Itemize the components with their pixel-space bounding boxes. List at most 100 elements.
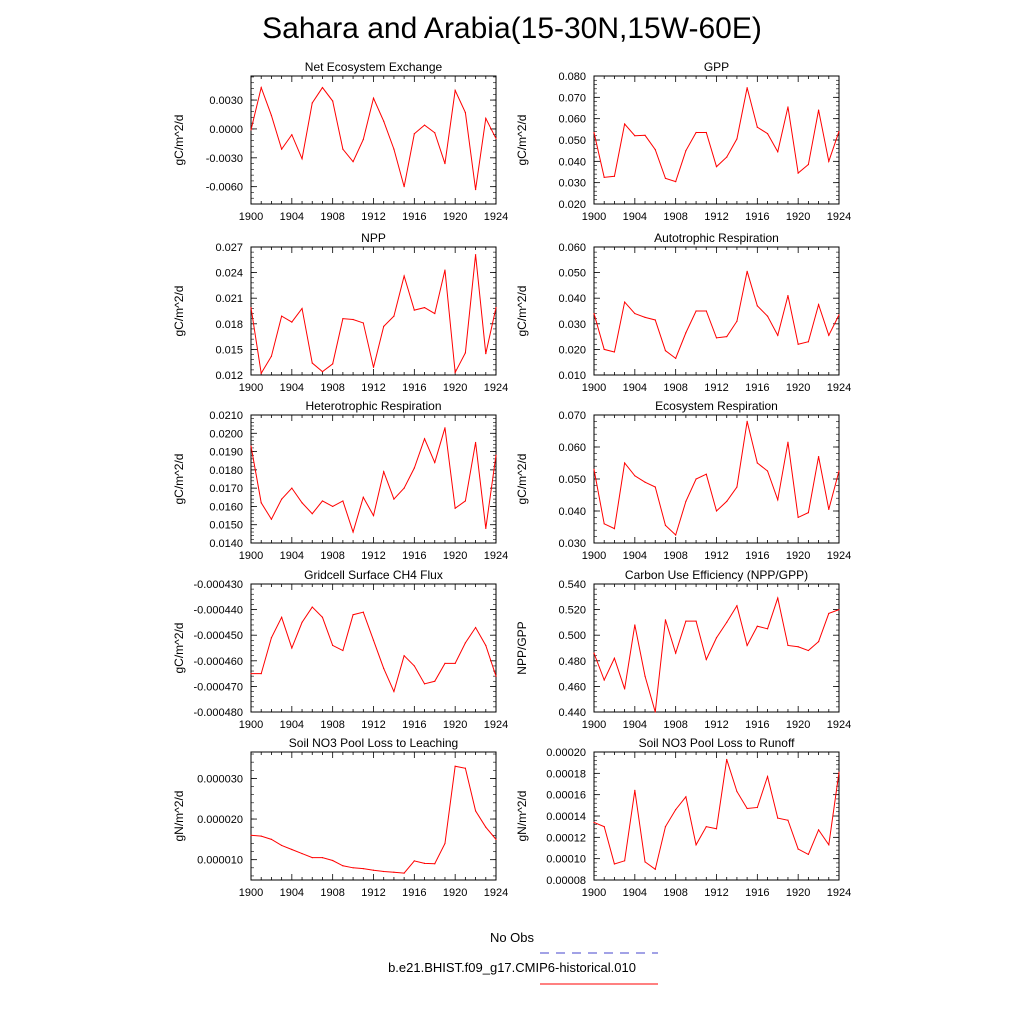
- data-point: [644, 481, 646, 483]
- x-tick-label: 1924: [827, 719, 851, 731]
- data-point: [736, 486, 738, 488]
- data-point: [434, 863, 436, 865]
- data-point: [715, 166, 718, 168]
- data-point: [434, 461, 436, 464]
- x-tick-label: 1904: [623, 211, 647, 223]
- x-tick-label: 1904: [623, 550, 647, 562]
- data-point: [838, 771, 840, 773]
- data-point: [423, 438, 426, 440]
- data-point: [372, 639, 375, 641]
- y-axis-label: gN/m^2/d: [172, 791, 186, 842]
- data-point: [444, 269, 446, 271]
- data-point: [797, 343, 799, 345]
- x-tick-label: 1908: [320, 382, 344, 394]
- data-point: [321, 616, 324, 618]
- y-tick-label: 0.080: [558, 71, 586, 83]
- x-tick-label: 1924: [484, 382, 508, 394]
- legend-line-model: [540, 983, 658, 985]
- data-point: [654, 711, 656, 713]
- y-tick-label: 0.0030: [209, 95, 243, 107]
- x-tick-label: 1924: [827, 211, 851, 223]
- data-point: [634, 475, 636, 477]
- data-point: [413, 133, 415, 135]
- data-point: [746, 644, 748, 647]
- data-point: [593, 652, 595, 654]
- data-point: [675, 181, 677, 183]
- x-tick-label: 1920: [786, 211, 810, 223]
- data-point: [393, 315, 395, 317]
- data-point: [301, 158, 303, 160]
- data-point: [403, 275, 405, 277]
- y-tick-label: 0.0140: [209, 538, 243, 550]
- x-tick-label: 1920: [443, 550, 467, 562]
- data-point: [787, 819, 789, 821]
- legend-label-model: b.e21.BHIST.f09_g17.CMIP6-historical.010: [388, 960, 636, 975]
- data-point: [332, 505, 334, 508]
- data-point: [393, 871, 395, 873]
- x-tick-label: 1908: [320, 550, 344, 562]
- data-point: [797, 516, 799, 519]
- data-point: [281, 315, 283, 317]
- data-point: [746, 420, 748, 422]
- data-point: [291, 848, 293, 851]
- data-point: [777, 334, 779, 336]
- x-tick-label: 1924: [484, 887, 508, 899]
- data-point: [593, 312, 595, 315]
- data-point: [393, 690, 395, 693]
- data-point: [613, 351, 616, 353]
- x-tick-label: 1912: [361, 382, 385, 394]
- chart-panel-1: Net Ecosystem Exchange gC/m^2/d 1900 1904 19…: [172, 60, 508, 223]
- data-point: [705, 658, 707, 661]
- y-tick-label: 0.000010: [197, 855, 243, 867]
- panel-title: NPP: [361, 231, 386, 245]
- y-tick-label: 0.024: [215, 268, 243, 280]
- chart-panel-4: Autotrophic Respiration gC/m^2/d 1900 1904 1…: [515, 231, 851, 394]
- x-tick-label: 1904: [280, 211, 304, 223]
- x-tick-label: 1912: [361, 550, 385, 562]
- plot-frame: [250, 414, 497, 544]
- chart-panel-8: Carbon Use Efficiency (NPP/GPP) NPP/GPP 19…: [515, 568, 851, 731]
- y-tick-label: 0.021: [215, 293, 243, 305]
- data-point: [603, 348, 605, 350]
- y-tick-label: 0.0170: [209, 483, 243, 495]
- x-tick-label: 1920: [443, 887, 467, 899]
- data-point: [372, 514, 375, 517]
- y-tick-label: 0.00020: [546, 747, 586, 759]
- data-point: [311, 857, 313, 859]
- chart-panel-3: NPP gC/m^2/d 1900 1904 1908 1912 1916 1920 1924 0…: [172, 231, 508, 394]
- data-point: [383, 667, 385, 670]
- data-point: [828, 160, 830, 162]
- data-point: [485, 527, 487, 529]
- y-tick-label: 0.030: [558, 319, 586, 331]
- data-point: [613, 175, 616, 177]
- data-point: [828, 508, 830, 510]
- data-point: [464, 767, 466, 769]
- data-point: [624, 688, 626, 690]
- plot-frame: [593, 414, 840, 544]
- y-tick-label: 0.00018: [546, 768, 586, 780]
- data-point: [715, 637, 718, 639]
- data-point: [797, 172, 799, 174]
- data-point: [291, 134, 293, 136]
- data-point: [352, 318, 354, 321]
- data-point: [766, 470, 769, 472]
- x-tick-label: 1900: [582, 382, 606, 394]
- data-point: [756, 305, 758, 307]
- y-tick-label: 0.050: [558, 135, 586, 147]
- data-point: [695, 844, 697, 846]
- data-point: [807, 511, 809, 514]
- data-point: [250, 129, 252, 131]
- y-axis-label: gC/m^2/d: [515, 454, 529, 505]
- x-tick-label: 1908: [663, 211, 687, 223]
- data-point: [807, 853, 809, 856]
- data-point: [664, 177, 667, 179]
- data-point: [807, 649, 809, 652]
- data-point: [634, 312, 636, 315]
- data-point: [281, 616, 283, 618]
- data-point: [270, 355, 273, 357]
- data-point: [383, 325, 385, 327]
- panel-title: Gridcell Surface CH4 Flux: [304, 568, 443, 582]
- y-tick-label: 0.460: [558, 681, 586, 693]
- y-tick-label: 0.520: [558, 605, 586, 617]
